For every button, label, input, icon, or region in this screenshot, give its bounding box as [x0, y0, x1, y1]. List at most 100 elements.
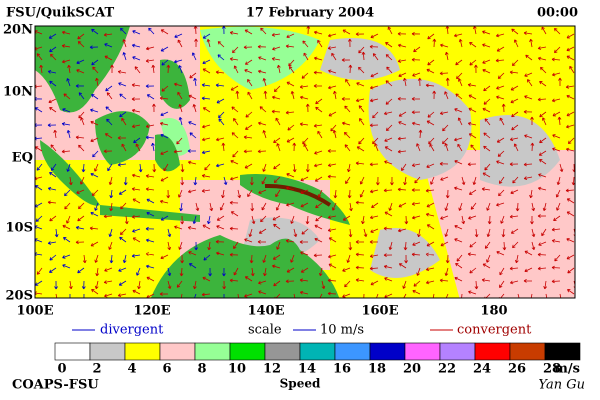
- wind-arrow: [66, 129, 71, 139]
- wind-arrow: [124, 215, 129, 225]
- wind-arrow: [152, 103, 156, 113]
- wind-arrow: [513, 39, 519, 48]
- wind-arrow: [286, 173, 295, 178]
- wind-arrow: [160, 254, 169, 260]
- wind-arrow: [538, 241, 547, 246]
- wind-arrow: [120, 202, 127, 210]
- wind-arrow: [499, 267, 505, 276]
- wind-arrow: [509, 137, 519, 142]
- wind-arrow: [313, 123, 323, 128]
- wind-arrow: [454, 137, 463, 142]
- wind-arrow: [328, 85, 337, 90]
- wind-arrow: [131, 253, 141, 258]
- wind-arrow: [302, 40, 309, 48]
- wind-arrow: [176, 280, 183, 288]
- wind-arrow: [48, 33, 57, 39]
- wind-arrow: [229, 200, 239, 205]
- wind-arrow: [244, 238, 253, 243]
- wind-arrow: [194, 38, 198, 48]
- wind-arrow: [179, 267, 184, 277]
- wind-arrow: [388, 241, 393, 251]
- wind-arrow: [509, 214, 519, 219]
- wind-arrow: [567, 137, 575, 145]
- wind-arrow: [145, 58, 155, 63]
- wind-arrow: [483, 85, 491, 92]
- wind-arrow: [402, 280, 407, 289]
- wind-arrow: [300, 189, 309, 195]
- wind-arrow: [235, 90, 240, 100]
- wind-arrow: [134, 66, 141, 74]
- wind-arrow: [119, 111, 127, 118]
- wind-arrow: [216, 225, 225, 230]
- wind-arrow: [263, 267, 267, 277]
- wind-arrow: [47, 70, 57, 74]
- wind-arrow: [231, 106, 239, 113]
- wind-arrow: [404, 254, 408, 264]
- wind-arrow: [161, 85, 169, 92]
- wind-arrow: [314, 176, 323, 182]
- wind-arrow: [469, 267, 477, 274]
- wind-arrow: [412, 241, 421, 246]
- wind-arrow: [193, 176, 198, 186]
- wind-arrow: [257, 44, 267, 49]
- wind-arrow: [440, 215, 449, 220]
- wind-arrow: [272, 215, 281, 221]
- wind-arrow: [511, 59, 519, 67]
- wind-arrow: [523, 31, 533, 36]
- wind-arrow: [247, 91, 253, 100]
- wind-arrow: [250, 176, 254, 186]
- wind-arrow: [79, 176, 85, 185]
- wind-arrow: [131, 214, 141, 219]
- wind-arrow: [132, 198, 141, 204]
- wind-arrow: [66, 78, 71, 87]
- wind-arrow: [192, 215, 197, 224]
- wind-arrow: [180, 176, 185, 186]
- wind-arrow: [251, 215, 256, 225]
- wind-arrow: [458, 38, 463, 48]
- wind-arrow: [275, 117, 281, 126]
- wind-arrow: [482, 107, 491, 113]
- wind-arrow: [120, 27, 127, 35]
- colorbar-unit: m/s: [554, 362, 580, 377]
- wind-arrow: [300, 176, 309, 182]
- wind-arrow: [551, 57, 561, 62]
- wind-arrow: [104, 293, 113, 298]
- wind-arrow: [385, 124, 393, 132]
- wind-arrow: [540, 66, 547, 74]
- wind-arrow: [440, 176, 449, 181]
- wind-arrow: [458, 78, 463, 87]
- wind-arrow: [301, 228, 309, 235]
- wind-arrow: [331, 52, 337, 61]
- wind-arrow: [145, 174, 155, 178]
- wind-arrow: [416, 267, 421, 276]
- mountains: [264, 183, 332, 207]
- wind-arrow: [537, 252, 547, 257]
- wind-arrow: [276, 241, 281, 250]
- wind-arrow: [386, 66, 393, 74]
- colorbar-tick: 0: [57, 362, 66, 377]
- wind-arrow: [273, 85, 281, 93]
- wind-arrow: [187, 226, 197, 230]
- wind-arrow: [145, 252, 155, 256]
- wind-arrow: [106, 92, 113, 100]
- wind-arrow: [552, 72, 561, 77]
- wind-arrow: [192, 104, 197, 113]
- wind-arrow: [348, 241, 353, 251]
- wind-arrow: [288, 59, 295, 67]
- wind-arrow: [557, 116, 562, 126]
- wind-arrow: [272, 95, 281, 100]
- wind-arrow: [243, 149, 253, 154]
- wind-arrow: [50, 144, 57, 152]
- wind-arrow: [75, 84, 85, 88]
- wind-arrow: [469, 59, 477, 66]
- wind-arrow: [342, 293, 351, 298]
- wind-arrow: [230, 85, 239, 91]
- wind-arrow: [300, 202, 309, 208]
- wind-arrow: [484, 118, 491, 126]
- wind-arrow: [61, 44, 71, 48]
- wind-arrow: [248, 228, 253, 237]
- wind-arrow: [187, 160, 197, 165]
- wind-arrow: [244, 69, 253, 74]
- colorbar-tick: 16: [333, 362, 351, 377]
- wind-arrow: [302, 137, 309, 145]
